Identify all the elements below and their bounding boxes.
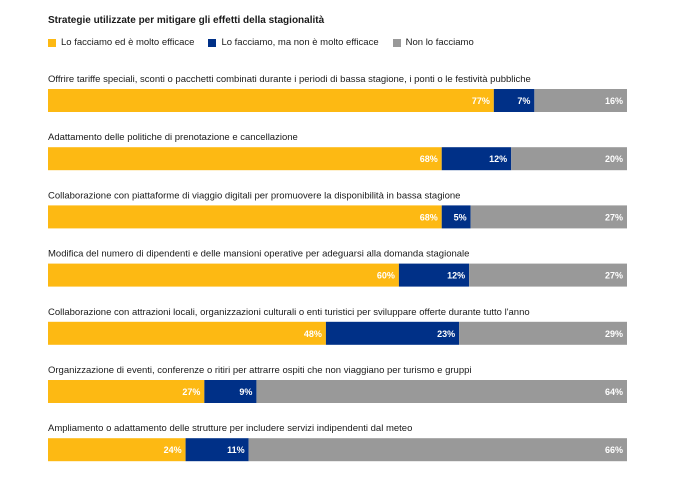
- value-label-0-1: 7%: [517, 96, 530, 106]
- category-label-6: Ampliamento o adattamento delle struttur…: [48, 423, 412, 434]
- bar-segment-2-0: [48, 205, 442, 229]
- value-label-5-1: 9%: [239, 387, 252, 397]
- value-label-1-2: 20%: [605, 154, 623, 164]
- bar-segment-2-2: [470, 205, 627, 229]
- value-label-3-0: 60%: [377, 271, 395, 281]
- bar-segment-1-1: [441, 147, 512, 171]
- legend-label-1: Lo facciamo, ma non è molto efficace: [221, 37, 379, 48]
- category-label-0: Offrire tariffe speciali, sconti o pacch…: [48, 74, 531, 85]
- bar-segment-5-1: [204, 380, 257, 403]
- bar-segment-1-2: [511, 147, 627, 171]
- chart-title: Strategie utilizzate per mitigare gli ef…: [48, 15, 325, 26]
- value-label-5-2: 64%: [605, 387, 623, 397]
- value-label-1-1: 12%: [489, 154, 507, 164]
- category-label-3: Modifica del numero di dipendenti e dell…: [48, 249, 469, 260]
- value-label-6-2: 66%: [605, 445, 623, 455]
- value-label-5-0: 27%: [182, 387, 200, 397]
- legend-item-2: Non lo facciamo: [392, 37, 474, 48]
- value-label-3-1: 12%: [447, 271, 465, 281]
- bar-segment-6-0: [48, 438, 186, 462]
- value-label-0-0: 77%: [472, 96, 490, 106]
- bar-segment-1-0: [48, 147, 442, 171]
- value-label-6-0: 24%: [164, 445, 182, 455]
- bar-segment-6-1: [185, 438, 249, 462]
- bar-segment-3-1: [398, 263, 470, 287]
- legend-swatch-1: [208, 38, 217, 47]
- value-label-4-1: 23%: [437, 329, 455, 339]
- category-label-5: Organizzazione di eventi, conferenze o r…: [48, 365, 472, 376]
- legend-label-2: Non lo facciamo: [405, 37, 474, 48]
- bar-segment-6-2: [248, 438, 628, 462]
- legend-swatch-0: [48, 38, 56, 47]
- category-label-4: Collaborazione con attrazioni locali, or…: [48, 307, 530, 318]
- bar-segment-2-1: [441, 205, 471, 229]
- chart-legend: Lo facciamo ed è molto efficace Lo facci…: [48, 37, 474, 48]
- value-label-6-1: 11%: [227, 445, 245, 455]
- value-label-1-0: 68%: [420, 154, 438, 164]
- value-label-2-1: 5%: [454, 212, 467, 222]
- bar-segment-0-0: [48, 89, 494, 112]
- value-label-0-2: 16%: [605, 96, 623, 106]
- legend-item-0: Lo facciamo ed è molto efficace: [48, 37, 194, 48]
- value-label-3-2: 27%: [605, 271, 623, 281]
- bar-segment-0-2: [534, 89, 627, 112]
- bar-segment-4-0: [48, 321, 326, 345]
- bar-segment-5-0: [48, 380, 205, 403]
- legend-item-1: Lo facciamo, ma non è molto efficace: [208, 37, 379, 48]
- category-label-2: Collaborazione con piattaforme di viaggi…: [48, 190, 460, 201]
- value-label-4-0: 48%: [304, 329, 322, 339]
- bar-segment-3-0: [48, 263, 399, 287]
- value-label-2-0: 68%: [420, 212, 438, 222]
- value-label-2-2: 27%: [605, 212, 623, 222]
- legend-swatch-2: [392, 38, 401, 47]
- bar-segment-5-2: [256, 380, 627, 403]
- category-label-1: Adattamento delle politiche di prenotazi…: [48, 132, 298, 143]
- value-label-4-2: 29%: [605, 329, 623, 339]
- bar-segment-3-2: [469, 263, 627, 287]
- legend-label-0: Lo facciamo ed è molto efficace: [61, 37, 195, 48]
- bar-segment-4-2: [459, 321, 627, 345]
- bar-segment-0-1: [493, 89, 535, 112]
- bar-segment-4-1: [325, 321, 460, 345]
